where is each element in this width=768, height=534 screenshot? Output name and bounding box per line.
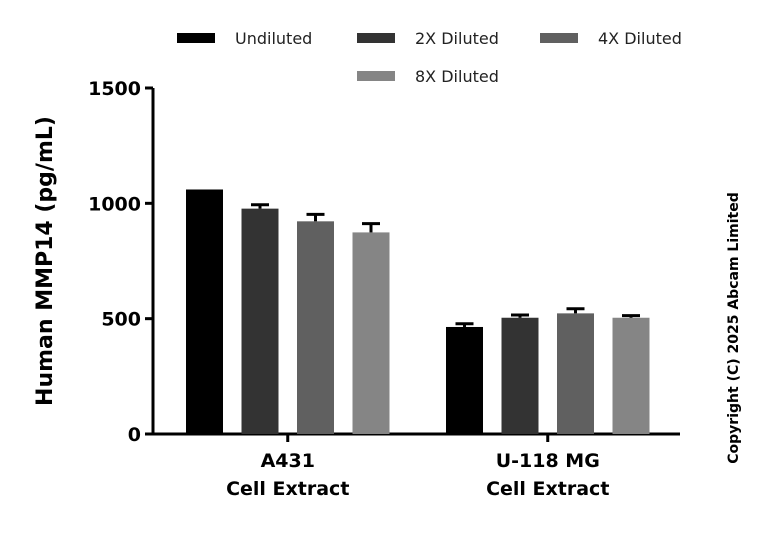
y-axis-label: Human MMP14 (pg/mL): [33, 116, 58, 406]
y-tick-label: 1500: [88, 78, 141, 100]
legend-label: 2X Diluted: [415, 29, 499, 48]
copyright-text: Copyright (C) 2025 Abcam Limited: [726, 192, 742, 463]
legend-label: 4X Diluted: [598, 29, 682, 48]
x-tick-label: U-118 MG: [496, 450, 600, 472]
legend-swatch: [540, 33, 578, 43]
bar: [501, 317, 539, 434]
y-tick-label: 1000: [88, 193, 141, 215]
x-tick-label: Cell Extract: [486, 478, 609, 500]
legend-label: 8X Diluted: [415, 67, 499, 86]
bar: [297, 221, 334, 434]
x-tick-label: A431: [261, 450, 315, 472]
legend-label: Undiluted: [235, 29, 312, 48]
legend-swatch: [357, 33, 395, 43]
x-tick-label: Cell Extract: [226, 478, 349, 500]
bar: [186, 189, 223, 434]
bar: [352, 232, 390, 434]
y-tick-label: 500: [101, 309, 141, 331]
legend-swatch: [177, 33, 215, 43]
legend-swatch: [357, 71, 395, 81]
y-tick-label: 0: [128, 424, 141, 446]
bar: [446, 326, 483, 434]
bar: [241, 208, 279, 434]
bar: [557, 313, 594, 434]
bar: [612, 317, 650, 434]
